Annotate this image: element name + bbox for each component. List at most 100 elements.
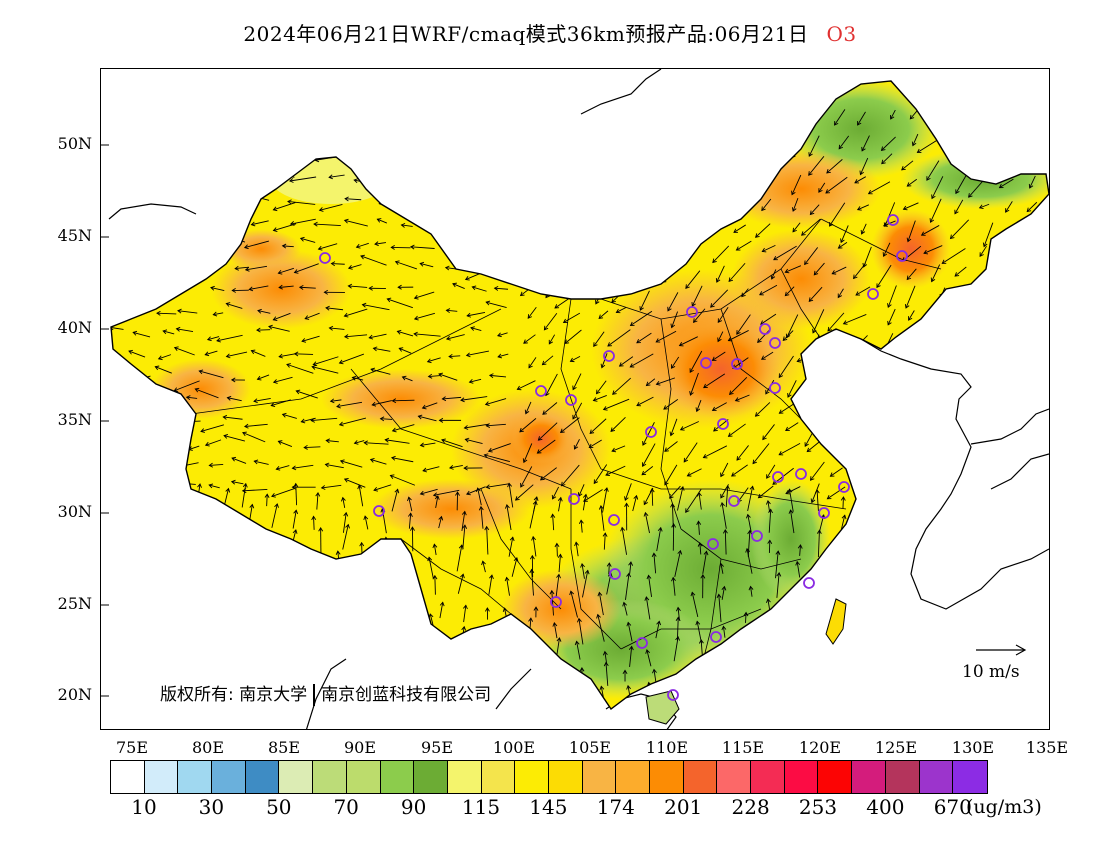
wind-vector-head [921, 343, 927, 349]
wind-vector-head [445, 195, 451, 201]
wind-vector [712, 351, 726, 361]
city-marker [769, 382, 781, 394]
wind-vector [231, 481, 244, 485]
wind-vector-head [692, 318, 698, 323]
wind-vector-head [804, 442, 809, 447]
wind-vector [728, 180, 750, 191]
wind-vector [810, 204, 820, 215]
wind-vector-head [269, 127, 275, 133]
wind-vector-head [668, 168, 674, 174]
wind-vector-head [599, 685, 605, 691]
wind-vector-head [182, 154, 187, 160]
wind-vector-head [792, 227, 797, 233]
wind-vector-head [645, 230, 651, 236]
wind-vector [558, 554, 561, 573]
wind-vector [770, 622, 775, 642]
wind-vector [376, 134, 387, 138]
wind-vector-head [475, 487, 481, 493]
wind-vector-head [749, 485, 755, 491]
wind-vector [786, 314, 799, 338]
wind-vector-head [750, 680, 756, 685]
wind-vector [294, 353, 314, 355]
wind-vector [326, 440, 339, 443]
wind-vector [720, 462, 729, 477]
wind-vector [645, 596, 651, 620]
wind-vector [354, 440, 365, 444]
wind-vector-head [360, 254, 365, 260]
wind-vector-head [677, 549, 683, 555]
wind-vector [337, 593, 342, 620]
wind-vector-head [813, 341, 818, 347]
wind-vector-head [580, 562, 585, 568]
wind-vector-head [1022, 412, 1027, 418]
wind-vector-head [593, 342, 598, 347]
wind-vector-head [859, 594, 865, 599]
wind-vector [466, 486, 486, 495]
wind-vector [914, 676, 921, 705]
wind-vector-head [315, 492, 321, 497]
title-main: 2024年06月21日WRF/cmaq模式36km预报产品:06月21日 [243, 22, 809, 46]
wind-vector [506, 504, 512, 531]
wind-vector [593, 464, 608, 484]
wind-vector-head [468, 109, 474, 115]
wind-vector-head [325, 438, 331, 444]
wind-vector-head [223, 433, 229, 439]
wind-vector [469, 111, 489, 113]
wind-vector-head [389, 474, 395, 479]
wind-vector-head [126, 599, 132, 605]
wind-vector [656, 527, 662, 552]
wind-vector-head [241, 642, 247, 648]
wind-vector-head [968, 496, 974, 501]
wind-vector [385, 439, 410, 444]
wind-vector [213, 312, 224, 316]
wind-vector-head [121, 612, 127, 617]
wind-vector-head [122, 490, 128, 496]
wind-vector-head [728, 277, 734, 283]
wind-vector [480, 656, 486, 683]
wind-vector [207, 336, 220, 341]
wind-vector [926, 160, 940, 181]
wind-vector-head [648, 271, 653, 276]
wind-vector-head [796, 358, 802, 363]
wind-vector [671, 311, 679, 328]
wind-vector-head [487, 157, 492, 163]
wind-vector [266, 494, 268, 507]
wind-vector [114, 197, 125, 200]
wind-vector [878, 380, 891, 389]
lat-label-25n: 25N [57, 594, 92, 613]
wind-vector-head [244, 266, 250, 272]
wind-vector-head [504, 504, 510, 509]
wind-vector-head [294, 126, 300, 131]
wind-vector-head [689, 197, 694, 203]
wind-vector [894, 693, 899, 708]
wind-vector-head [317, 114, 323, 120]
wind-vector [344, 478, 366, 488]
wind-vector [593, 395, 607, 401]
wind-vector-head [816, 529, 822, 534]
wind-vector-head [335, 550, 341, 555]
wind-vector-head [363, 579, 369, 585]
wind-vector [655, 621, 660, 639]
wind-vector-head [963, 163, 969, 168]
wind-vector-head [675, 616, 681, 622]
wind-vector [373, 484, 392, 491]
wind-vector [223, 587, 226, 598]
wind-vector [494, 219, 506, 223]
wind-vector [191, 648, 196, 664]
wind-vector-head [767, 539, 773, 545]
wind-vector [561, 464, 580, 487]
wind-vector [195, 388, 219, 399]
wind-vector-head [400, 222, 406, 228]
wind-vector [767, 500, 771, 513]
wind-vector [177, 234, 201, 244]
wind-vector [449, 355, 461, 358]
wind-vector [666, 112, 679, 139]
wind-vector [922, 335, 944, 348]
copyright-notice: 版权所有: 南京大学 南京创蓝科技有限公司 [160, 680, 491, 706]
wind-vector-head [968, 379, 974, 385]
wind-vector [422, 466, 440, 472]
wind-vector [1008, 686, 1013, 708]
wind-vector-head [343, 511, 349, 517]
wind-vector-head [388, 560, 393, 566]
wind-vector [494, 287, 509, 290]
